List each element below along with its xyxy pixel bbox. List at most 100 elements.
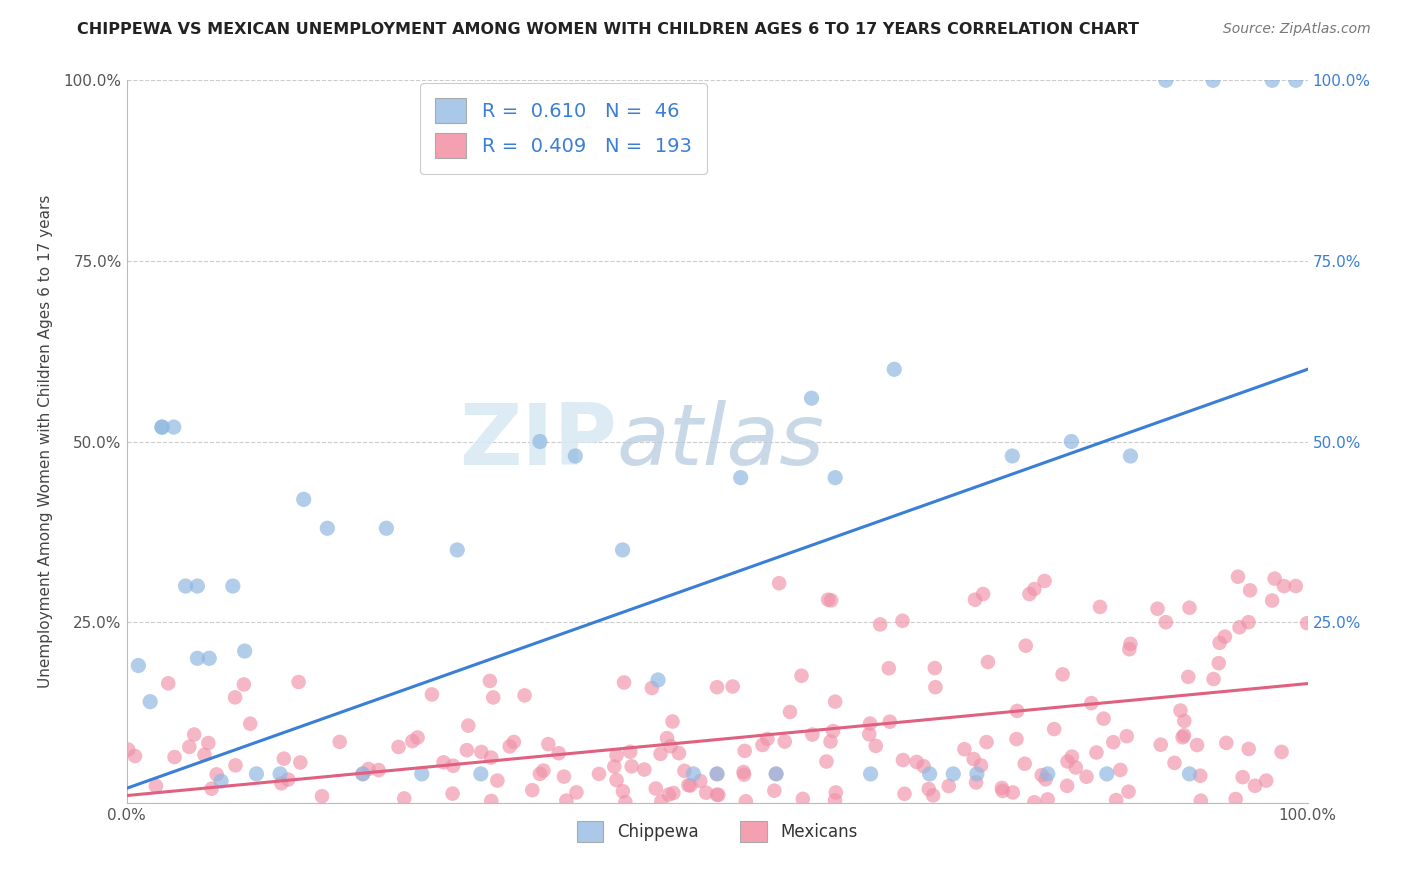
Point <box>922 789 945 803</box>
Point <box>966 767 988 781</box>
Point <box>706 680 728 694</box>
Point <box>768 576 790 591</box>
Point <box>820 593 842 607</box>
Point <box>991 780 1014 795</box>
Point <box>456 743 478 757</box>
Point <box>678 778 700 792</box>
Point <box>963 592 986 607</box>
Point <box>375 521 398 535</box>
Point <box>1105 793 1128 807</box>
Point <box>879 714 901 729</box>
Point <box>1163 756 1185 770</box>
Point <box>733 767 755 781</box>
Point <box>420 687 443 701</box>
Point <box>647 673 669 687</box>
Point <box>644 781 666 796</box>
Point <box>1171 731 1194 745</box>
Point <box>553 770 575 784</box>
Point <box>977 655 1000 669</box>
Point <box>650 747 672 761</box>
Point <box>1232 770 1254 784</box>
Point <box>883 362 905 376</box>
Point <box>1015 639 1038 653</box>
Point <box>1005 704 1028 718</box>
Point <box>991 784 1014 798</box>
Point <box>1018 587 1040 601</box>
Point <box>655 731 678 745</box>
Point <box>1227 570 1250 584</box>
Point <box>1244 779 1267 793</box>
Point <box>457 718 479 732</box>
Point <box>661 714 683 729</box>
Point <box>619 745 641 759</box>
Point <box>817 592 839 607</box>
Point <box>479 794 502 808</box>
Point <box>311 789 333 804</box>
Point <box>1215 736 1237 750</box>
Point <box>513 689 536 703</box>
Point <box>529 767 551 781</box>
Point <box>891 753 914 767</box>
Point <box>1154 615 1177 630</box>
Point <box>1014 756 1036 771</box>
Point <box>205 767 228 781</box>
Point <box>779 705 801 719</box>
Point <box>232 677 254 691</box>
Point <box>859 767 882 781</box>
Point <box>706 767 728 781</box>
Point <box>1177 670 1199 684</box>
Point <box>239 716 262 731</box>
Point <box>209 774 232 789</box>
Point <box>432 756 454 770</box>
Point <box>824 695 846 709</box>
Point <box>588 767 610 781</box>
Point <box>1202 672 1225 686</box>
Point <box>292 492 315 507</box>
Point <box>893 787 915 801</box>
Point <box>446 542 468 557</box>
Point <box>614 795 637 809</box>
Point <box>406 731 429 745</box>
Point <box>965 775 987 789</box>
Point <box>1060 749 1083 764</box>
Point <box>905 755 928 769</box>
Point <box>470 767 492 781</box>
Point <box>1024 795 1046 809</box>
Point <box>824 470 846 484</box>
Point <box>706 767 728 781</box>
Point <box>1208 656 1230 670</box>
Point <box>1085 746 1108 760</box>
Point <box>117 742 139 756</box>
Point <box>679 779 702 793</box>
Text: atlas: atlas <box>617 400 825 483</box>
Point <box>603 759 626 773</box>
Point <box>233 644 256 658</box>
Point <box>470 745 492 759</box>
Point <box>529 434 551 449</box>
Point <box>222 579 245 593</box>
Point <box>1178 600 1201 615</box>
Point <box>270 776 292 790</box>
Point <box>139 695 162 709</box>
Point <box>1056 755 1078 769</box>
Point <box>938 779 960 793</box>
Point <box>695 786 717 800</box>
Point <box>733 764 755 779</box>
Point <box>612 784 634 798</box>
Point <box>352 767 374 781</box>
Point <box>478 673 501 688</box>
Point <box>891 614 914 628</box>
Point <box>163 750 186 764</box>
Point <box>953 742 976 756</box>
Point <box>564 449 586 463</box>
Point <box>1031 768 1053 782</box>
Point <box>499 739 522 754</box>
Point <box>620 759 643 773</box>
Point <box>1115 729 1137 743</box>
Point <box>193 747 215 762</box>
Point <box>145 779 167 793</box>
Point <box>179 739 201 754</box>
Point <box>186 651 208 665</box>
Point <box>1109 763 1132 777</box>
Point <box>1005 732 1028 747</box>
